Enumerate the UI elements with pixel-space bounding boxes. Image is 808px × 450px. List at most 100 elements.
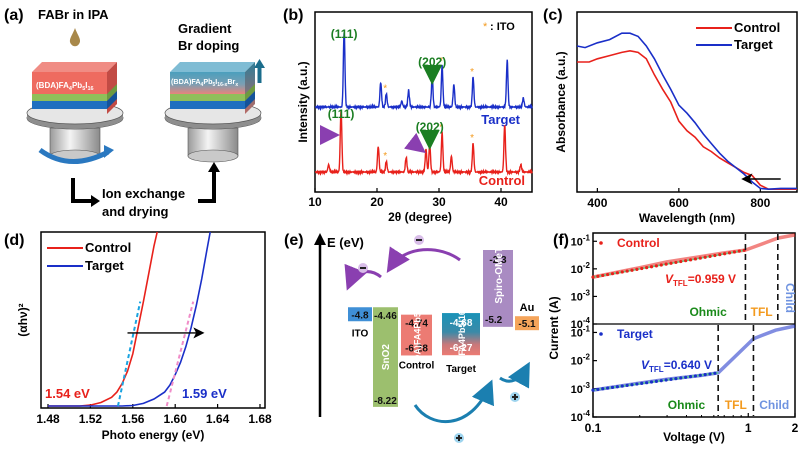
iv-data-point (640, 266, 644, 271)
iv-data-point (669, 261, 673, 265)
energy-value: -6.27 (450, 343, 473, 354)
iv-data-point (601, 387, 605, 391)
xlabel-b: 2θ (degree) (388, 210, 452, 224)
iv-data-point (596, 387, 600, 392)
panel-label-a: (a) (4, 7, 24, 24)
hole-charge-icon (510, 392, 520, 402)
film-label-target: (BDA)FA4Pb5I16-xBrx (171, 77, 238, 88)
electron-charge-icon (358, 263, 368, 273)
band-spiro (483, 250, 513, 327)
y-tick-label-f: 10-1 (571, 233, 591, 248)
iv-data-point (596, 274, 600, 278)
bandgap-label-control: 1.54 eV (45, 386, 90, 401)
band-caption-control: Control (399, 360, 435, 371)
film-stack-target: (BDA)FA4Pb5I16-xBrx (170, 62, 255, 114)
x-tick-label-c: 800 (750, 196, 770, 210)
plot-frame-c (576, 11, 798, 193)
ito-star-icon: * (439, 56, 443, 67)
process-arrowhead-left-icon (91, 195, 100, 207)
absorbance-line-control (577, 49, 797, 190)
x-tick-label-d: 1.48 (36, 412, 60, 426)
process-label-line1: Ion exchange (102, 186, 185, 201)
peak-annotation: (202) (416, 120, 444, 134)
region-label-child: Child (783, 283, 797, 313)
energy-value: -2.3 (489, 255, 507, 266)
energy-value: -4.8 (351, 310, 369, 321)
iv-data-point (713, 371, 717, 375)
film-stack-control: (BDA)FA4Pb5I16 (32, 62, 117, 114)
xrd-line-control (315, 110, 533, 176)
energy-value: -8.22 (374, 396, 397, 407)
x-tick-label-b: 20 (370, 195, 384, 209)
up-arrow-icon (254, 59, 265, 83)
process-arrow-left-icon (71, 178, 93, 203)
iv-data-point (703, 373, 707, 377)
ylabel-d: (αhν)² (16, 303, 30, 336)
band-label-control: (BDA)FA4Pb5I16 (413, 300, 423, 371)
ylabel-f: Current (A) (547, 296, 561, 359)
region-label-ohmic: Ohmic (668, 398, 706, 412)
iv-data-point (698, 373, 702, 377)
iv-data-point (708, 372, 712, 376)
panel-d: (d) (αhν)² Photo energy (eV) 1.48 1.52 1.5… (4, 231, 272, 442)
iv-data-point (703, 255, 707, 259)
x-tick-label-f: 2 (792, 421, 799, 435)
legend-label-control: Control (617, 236, 660, 250)
panel-b: (b) Intensity (a.u.) 2θ (degree) 10 20 30 4… (283, 7, 533, 224)
ylabel-b: Intensity (a.u.) (296, 61, 310, 142)
x-tick-label-b: 30 (432, 195, 446, 209)
bandgap-label-target: 1.59 eV (182, 386, 227, 401)
rotation-arrow-icon (38, 147, 110, 164)
step1-title: FABr in IPA (38, 7, 109, 22)
ito-star-icon: * (470, 133, 474, 144)
iv-data-point (635, 382, 639, 386)
x-tick-label-b: 40 (494, 195, 508, 209)
iv-data-point (625, 383, 629, 387)
iv-data-point (737, 249, 741, 253)
hole-transfer-arrow-1 (413, 379, 494, 424)
x-tick-label-d: 1.52 (79, 412, 103, 426)
legend-label-target: Target (85, 258, 124, 273)
legend-marker-target (599, 332, 603, 336)
legend-label-control: Control (734, 20, 780, 35)
band-target-perovskite (442, 313, 480, 356)
iv-data-point (718, 253, 722, 257)
legend-marker-control (599, 241, 603, 245)
iv-data-point (708, 254, 712, 258)
x-tick-label-c: 400 (587, 196, 607, 210)
y-tick-label-f: 10-3 (571, 381, 591, 396)
x-tick-label-b: 10 (308, 195, 322, 209)
iv-data-point (610, 272, 615, 276)
iv-data-point (674, 260, 678, 265)
panel-label-f: (f) (553, 232, 569, 249)
band-sno2 (373, 307, 398, 407)
iv-data-point (693, 374, 698, 378)
energy-value: -4.74 (405, 319, 428, 330)
linear-fit-target (165, 301, 195, 407)
y-tick-label-f: 10-1 (571, 324, 591, 339)
process-arrow-right-icon (198, 170, 216, 203)
iv-data-point (630, 268, 634, 272)
region-label-tfl: TFL (751, 305, 773, 319)
x-tick-label-d: 1.60 (164, 412, 188, 426)
panel-label-c: (c) (543, 7, 563, 24)
xlabel-d: Photo energy (eV) (102, 428, 205, 442)
band-au (515, 316, 539, 331)
peak-annotation: (111) (328, 107, 355, 121)
rotation-arrowhead-icon (104, 145, 114, 158)
panel-e: (e) E (eV) -4.8 ITO -4.46 -8.22 SnO2 -4.74 -6.… (284, 232, 539, 443)
series-label-control: Control (479, 173, 525, 188)
vtfl-label-target: VTFL=0.640 V (641, 358, 712, 374)
band-ito (348, 307, 372, 322)
iv-data-point (620, 384, 624, 388)
ito-star-legend-icon: * (483, 21, 488, 33)
iv-data-point (606, 272, 610, 277)
x-tick-label-d: 1.56 (121, 412, 145, 426)
ylabel-c: Absorbance (a.u.) (554, 51, 568, 152)
band-label-target: (BDA)FA4Pb5I16-xBrx (457, 287, 467, 381)
iv-data-point (649, 265, 654, 269)
iv-data-point (615, 385, 619, 389)
process-label-line2: and drying (102, 204, 169, 219)
iv-data-point (664, 262, 668, 266)
iv-data-point (713, 253, 717, 258)
